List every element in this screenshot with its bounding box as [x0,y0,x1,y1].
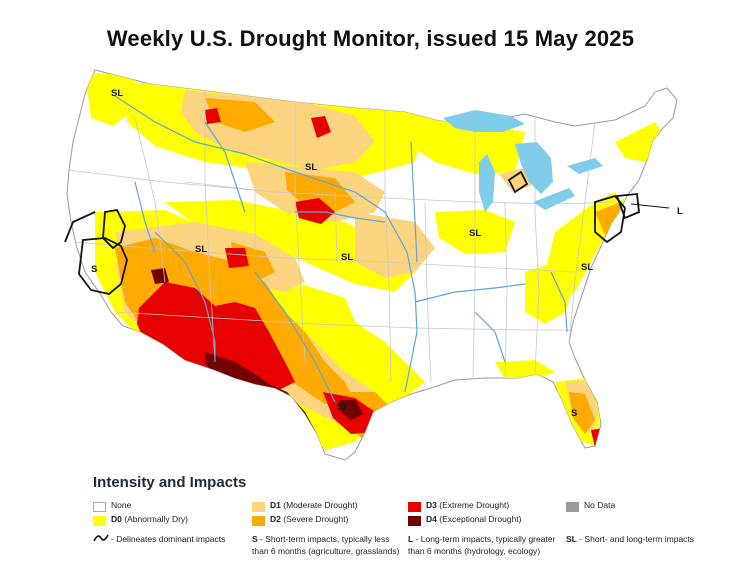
legend-s-note: S - Short-term impacts, typically less th… [252,534,400,556]
swatch-d4 [408,516,421,526]
label-pnw: SL [111,88,123,99]
legend-none: None [111,500,132,510]
label-northeast: L [677,206,683,217]
legend-delineates: - Delineates dominant impacts [111,534,226,544]
swatch-d0 [93,516,106,526]
swatch-d3 [408,502,421,512]
swatch-d1 [252,502,265,512]
legend-sl-note: SL - Short- and long-term impacts [566,534,695,544]
great-lakes [443,110,603,212]
legend-no-data: No Data [584,500,616,510]
label-florida: S [571,408,577,419]
legend-heading: Intensity and Impacts [93,474,247,491]
label-midwest: SL [469,228,481,239]
impact-outlines [64,170,640,295]
label-california: S [91,264,97,275]
l-pointer-line [630,203,670,209]
d3-areas [137,108,607,448]
legend-d2: D2 (Severe Drought) [270,514,349,524]
drought-map: SL SL S SL SL SL SL L SL S [64,69,683,461]
delineation-line-icon [93,534,109,542]
swatch-no-data [566,502,579,512]
label-central-plains: SL [341,252,353,263]
label-mid-atlantic: SL [581,262,593,273]
legend-d1: D1 (Moderate Drought) [270,500,358,510]
label-north-plains: SL [305,162,317,173]
swatch-d2 [252,516,265,526]
map-title: Weekly U.S. Drought Monitor, issued 15 M… [106,26,635,51]
legend-d3: D3 (Extreme Drought) [426,500,510,510]
legend-d4: D4 (Exceptional Drought) [426,514,522,524]
rivers [114,95,568,403]
label-southwest: SL [195,244,207,255]
label-texas: SL [337,402,349,413]
legend-d0: D0 (Abnormally Dry) [111,514,188,524]
legend-l-note: L - Long-term impacts, typically greater… [408,534,556,556]
map-labels: SL SL S SL SL SL SL L SL S [91,88,683,419]
swatch-none [93,502,106,512]
